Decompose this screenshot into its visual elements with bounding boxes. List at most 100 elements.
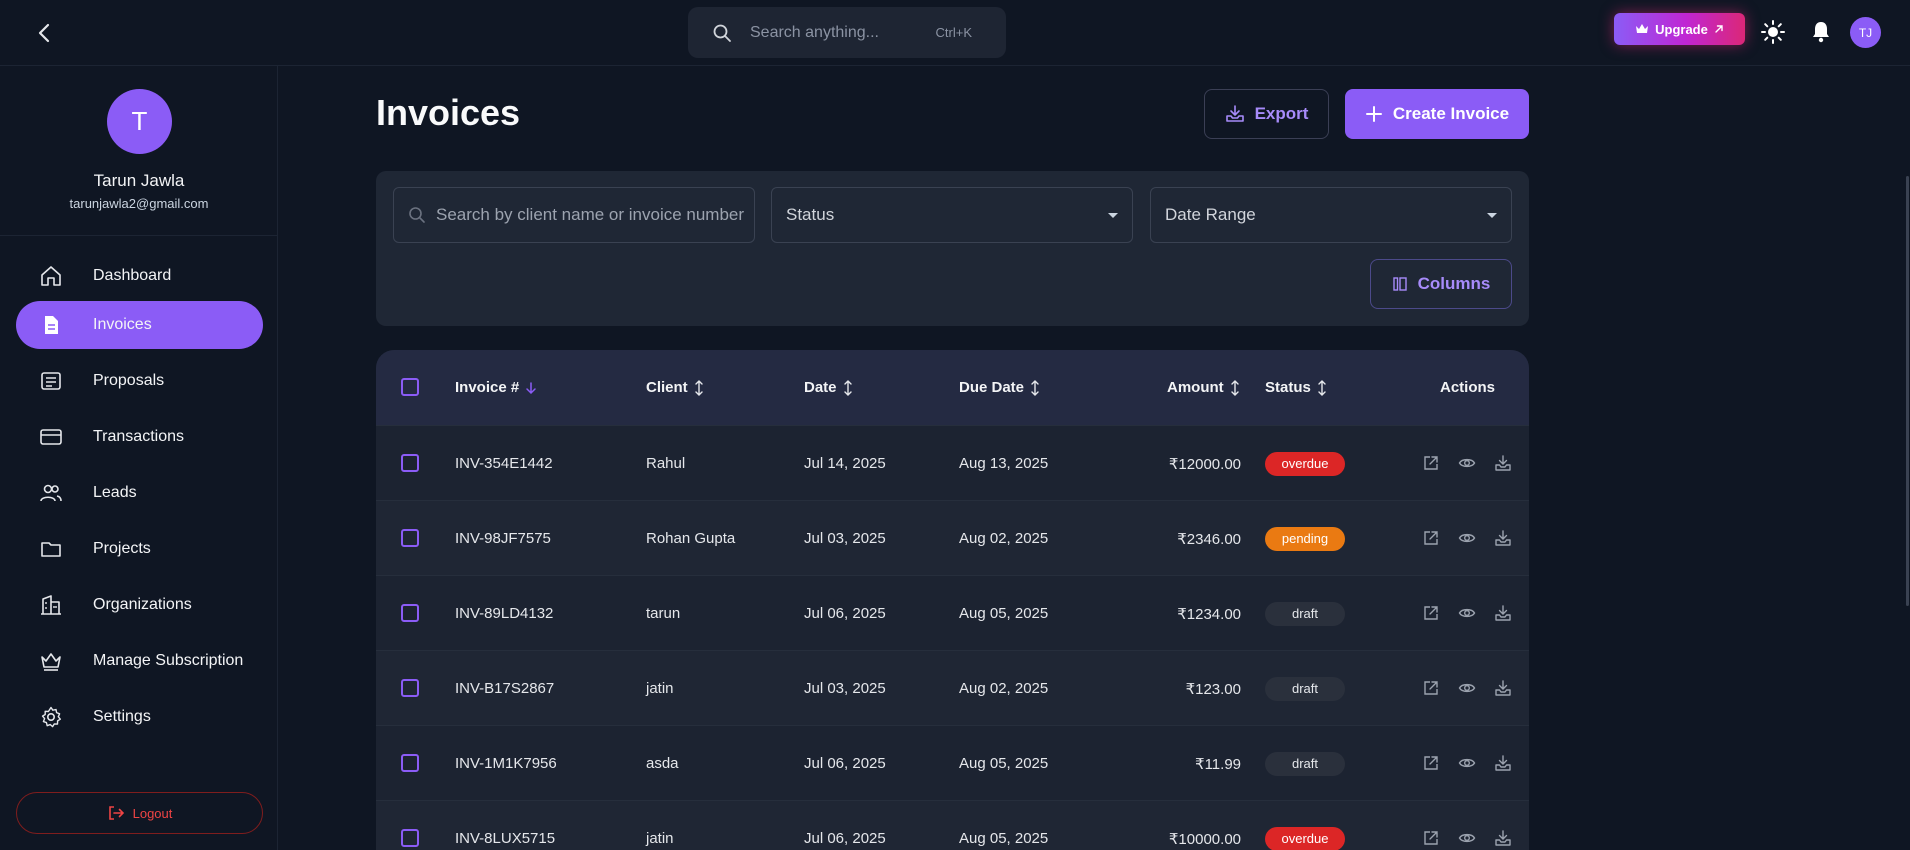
page-scrollbar[interactable]: [1902, 66, 1910, 850]
table-row[interactable]: INV-89LD4132 tarun Jul 06, 2025 Aug 05, 202…: [376, 575, 1529, 650]
open-invoice-button[interactable]: [1422, 454, 1440, 472]
column-header-status[interactable]: Status: [1265, 350, 1327, 425]
download-invoice-button[interactable]: [1494, 454, 1512, 472]
table-row[interactable]: INV-B17S2867 jatin Jul 03, 2025 Aug 02, 202…: [376, 650, 1529, 725]
date-cell: Jul 06, 2025: [804, 755, 886, 772]
open-invoice-button[interactable]: [1422, 829, 1440, 847]
column-header-due-date[interactable]: Due Date: [959, 350, 1040, 425]
sidebar-item-leads[interactable]: Leads: [16, 469, 263, 517]
open-invoice-button[interactable]: [1422, 529, 1440, 547]
invoice-number-cell[interactable]: INV-1M1K7956: [455, 755, 557, 772]
upgrade-button[interactable]: Upgrade: [1614, 13, 1745, 45]
sidebar-item-projects[interactable]: Projects: [16, 525, 263, 573]
invoice-search-field[interactable]: [393, 187, 755, 243]
download-icon: [1495, 830, 1511, 846]
download-invoice-button[interactable]: [1494, 604, 1512, 622]
columns-button[interactable]: Columns: [1370, 259, 1512, 309]
folder-icon: [41, 542, 61, 557]
export-button[interactable]: Export: [1204, 89, 1329, 139]
invoice-number-cell[interactable]: INV-89LD4132: [455, 605, 554, 622]
plus-icon: [1365, 106, 1382, 122]
user-avatar[interactable]: TJ: [1850, 17, 1881, 48]
row-checkbox[interactable]: [401, 604, 419, 622]
invoice-number-cell[interactable]: INV-98JF7575: [455, 530, 551, 547]
notifications-button[interactable]: [1808, 19, 1834, 45]
open-invoice-button[interactable]: [1422, 754, 1440, 772]
row-checkbox[interactable]: [401, 754, 419, 772]
sidebar-item-manage-subscription[interactable]: Manage Subscription: [16, 637, 263, 685]
due-date-cell: Aug 05, 2025: [959, 830, 1049, 847]
global-search[interactable]: Search anything... Ctrl+K: [688, 7, 1006, 58]
create-invoice-button[interactable]: Create Invoice: [1345, 89, 1529, 139]
sidebar-item-dashboard[interactable]: Dashboard: [16, 252, 263, 300]
open-invoice-button[interactable]: [1422, 604, 1440, 622]
invoice-number-cell[interactable]: INV-B17S2867: [455, 680, 555, 697]
scrollbar-thumb[interactable]: [1906, 176, 1909, 606]
column-header-invoice[interactable]: Invoice #: [455, 350, 537, 425]
search-shortcut-hint: Ctrl+K: [935, 25, 972, 40]
column-header-actions: Actions: [1440, 350, 1495, 425]
table-row[interactable]: INV-1M1K7956 asda Jul 06, 2025 Aug 05, 2025…: [376, 725, 1529, 800]
sidebar-item-proposals[interactable]: Proposals: [16, 357, 263, 405]
date-range-filter-select[interactable]: Date Range: [1150, 187, 1512, 243]
view-invoice-button[interactable]: [1458, 679, 1476, 697]
back-button[interactable]: [30, 18, 60, 48]
sidebar-item-organizations[interactable]: Organizations: [16, 581, 263, 629]
row-checkbox[interactable]: [401, 454, 419, 472]
view-invoice-button[interactable]: [1458, 454, 1476, 472]
status-filter-select[interactable]: Status: [771, 187, 1133, 243]
sort-icon: [1031, 379, 1039, 396]
column-header-client[interactable]: Client: [646, 350, 704, 425]
eye-icon: [1458, 458, 1476, 468]
view-invoice-button[interactable]: [1458, 829, 1476, 847]
status-cell: draft: [1265, 651, 1345, 726]
sidebar-item-settings[interactable]: Settings: [16, 693, 263, 741]
column-header-date[interactable]: Date: [804, 350, 853, 425]
date-range-filter-label: Date Range: [1165, 205, 1256, 224]
column-header-amount[interactable]: Amount: [1167, 350, 1240, 425]
status-cell: overdue: [1265, 801, 1345, 850]
sidebar-item-invoices[interactable]: Invoices: [16, 301, 263, 349]
table-row[interactable]: INV-98JF7575 Rohan Gupta Jul 03, 2025 Aug 0…: [376, 500, 1529, 575]
invoice-search-input[interactable]: [436, 205, 746, 225]
download-invoice-button[interactable]: [1494, 529, 1512, 547]
column-header-label: Status: [1265, 379, 1311, 396]
invoice-number-cell[interactable]: INV-8LUX5715: [455, 830, 556, 847]
logout-button[interactable]: Logout: [16, 792, 263, 834]
chevron-down-icon: [1487, 212, 1497, 218]
sidebar-item-label: Proposals: [93, 372, 165, 389]
column-header-label: Invoice #: [455, 379, 520, 396]
row-checkbox[interactable]: [401, 679, 419, 697]
date-cell: Jul 06, 2025: [804, 605, 886, 622]
row-checkbox[interactable]: [401, 529, 419, 547]
view-invoice-button[interactable]: [1458, 604, 1476, 622]
table-row[interactable]: INV-8LUX5715 jatin Jul 06, 2025 Aug 05, 202…: [376, 800, 1529, 850]
invoice-number-cell[interactable]: INV-354E1442: [455, 455, 553, 472]
open-invoice-button[interactable]: [1422, 679, 1440, 697]
download-invoice-button[interactable]: [1494, 829, 1512, 847]
columns-label: Columns: [1417, 274, 1491, 293]
profile-avatar: T: [107, 89, 172, 154]
download-icon: [1495, 680, 1511, 696]
select-all-checkbox[interactable]: [401, 378, 419, 396]
download-icon: [1495, 755, 1511, 771]
view-invoice-button[interactable]: [1458, 529, 1476, 547]
theme-toggle-button[interactable]: [1760, 19, 1786, 45]
row-checkbox[interactable]: [401, 829, 419, 847]
download-invoice-button[interactable]: [1494, 679, 1512, 697]
status-badge: draft: [1265, 601, 1345, 626]
arrow-up-right-icon: [1715, 25, 1723, 33]
due-date-cell: Aug 02, 2025: [959, 530, 1049, 547]
column-header-label: Amount: [1167, 379, 1224, 396]
sidebar-item-transactions[interactable]: Transactions: [16, 413, 263, 461]
download-invoice-button[interactable]: [1494, 754, 1512, 772]
view-invoice-button[interactable]: [1458, 754, 1476, 772]
table-row[interactable]: INV-354E1442 Rahul Jul 14, 2025 Aug 13, 202…: [376, 425, 1529, 500]
download-icon: [1495, 455, 1511, 471]
create-invoice-label: Create Invoice: [1392, 104, 1510, 123]
upgrade-label: Upgrade: [1655, 21, 1708, 37]
profile-email: tarunjawla2@gmail.com: [69, 196, 209, 211]
top-bar: Search anything... Ctrl+K Upgrade TJ: [0, 0, 1910, 66]
profile-card: T Tarun Jawla tarunjawla2@gmail.com: [0, 66, 278, 236]
filter-panel: Status Date Range Columns: [376, 171, 1529, 326]
